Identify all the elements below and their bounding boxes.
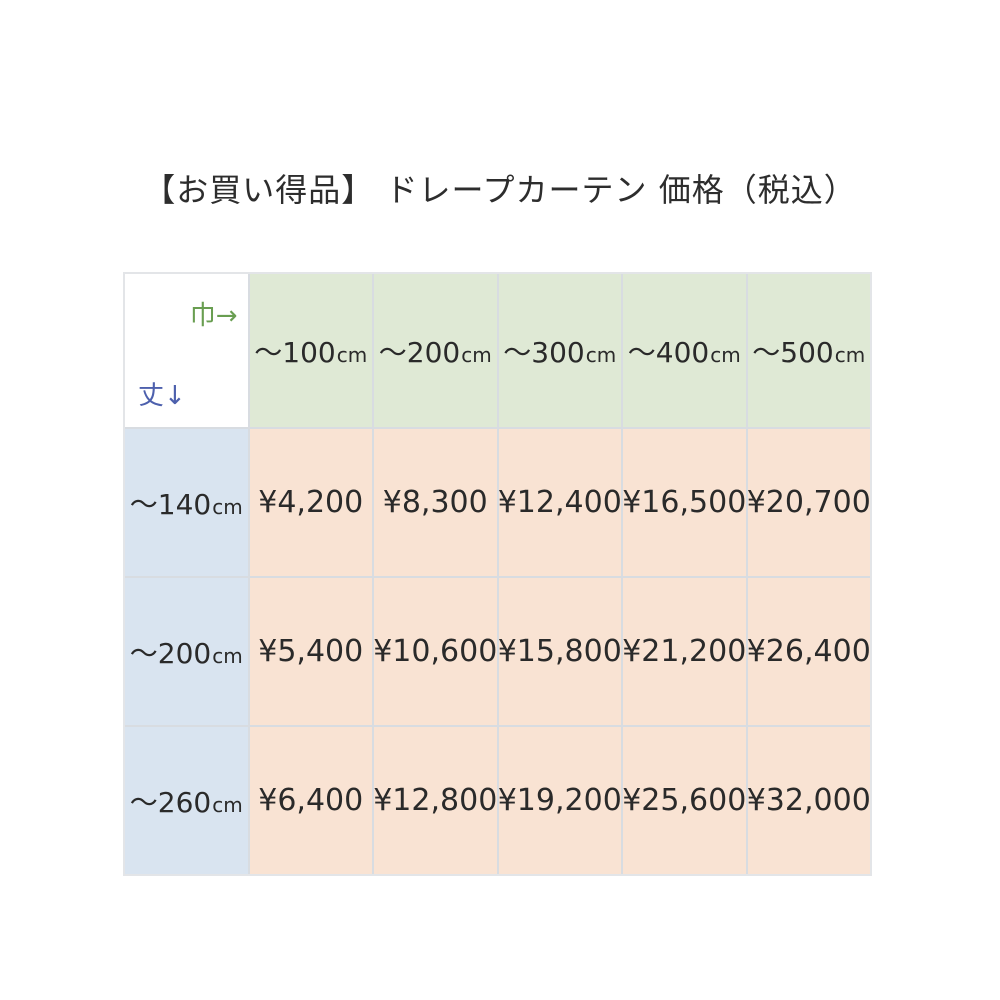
col-header-range: ～200 [378, 335, 461, 369]
row-header-label: ～200 cm [130, 632, 243, 672]
col-header-unit: cm [710, 342, 741, 367]
col-header-range: ～300 [503, 335, 585, 369]
row-header-label: ～260 cm [130, 781, 243, 821]
price-cell-260-400: ¥25,600 [623, 727, 746, 874]
row-header-range: ～200 [129, 636, 212, 670]
price-cell-260-200: ¥12,800 [374, 727, 497, 874]
col-header-400cm: ～400 cm [623, 274, 746, 427]
row-header-200cm: ～200 cm [125, 578, 248, 725]
col-header-unit: cm [336, 342, 368, 367]
col-header-label: ～500 cm [752, 331, 865, 371]
price-cell-140-400: ¥16,500 [623, 429, 746, 576]
price-cell-260-300: ¥19,200 [498, 727, 621, 874]
price-cell-140-200: ¥8,300 [374, 429, 497, 576]
row-header-140cm: ～140 cm [125, 429, 248, 576]
col-header-label: ～200 cm [379, 331, 492, 371]
col-header-range: ～500 [752, 335, 834, 369]
price-table: 巾→ 丈↓ ～100 cm ～200 cm ～300 cm ～400 cm ～500 cm… [123, 272, 872, 876]
col-header-range: ～100 [254, 335, 336, 369]
col-header-200cm: ～200 cm [374, 274, 497, 427]
row-header-label: ～140 cm [130, 483, 243, 523]
row-header-unit: cm [212, 643, 243, 668]
col-header-range: ～400 [627, 335, 710, 369]
row-header-range: ～260 [129, 785, 212, 819]
width-axis-label: 巾→ [189, 301, 238, 331]
page-title: 【お買い得品】 ドレープカーテン 価格（税込） [143, 171, 857, 209]
price-cell-200-100: ¥5,400 [249, 578, 372, 725]
col-header-unit: cm [585, 342, 617, 367]
col-header-label: ～300 cm [503, 331, 616, 371]
row-header-unit: cm [212, 494, 243, 519]
price-cell-260-100: ¥6,400 [249, 727, 372, 874]
col-header-unit: cm [461, 342, 492, 367]
col-header-label: ～100 cm [254, 331, 367, 371]
corner-cell: 巾→ 丈↓ [125, 274, 248, 427]
col-header-300cm: ～300 cm [498, 274, 621, 427]
row-header-260cm: ～260 cm [125, 727, 248, 874]
height-axis-label: 丈↓ [138, 381, 186, 411]
price-cell-200-200: ¥10,600 [374, 578, 497, 725]
col-header-100cm: ～100 cm [249, 274, 372, 427]
row-header-range: ～140 [129, 487, 212, 521]
price-cell-200-300: ¥15,800 [498, 578, 621, 725]
price-cell-140-300: ¥12,400 [498, 429, 621, 576]
price-cell-140-500: ¥20,700 [747, 429, 870, 576]
price-cell-140-100: ¥4,200 [249, 429, 372, 576]
row-header-unit: cm [212, 792, 243, 817]
col-header-unit: cm [834, 342, 866, 367]
price-cell-260-500: ¥32,000 [747, 727, 870, 874]
col-header-label: ～400 cm [628, 331, 741, 371]
price-cell-200-400: ¥21,200 [623, 578, 746, 725]
col-header-500cm: ～500 cm [747, 274, 870, 427]
price-cell-200-500: ¥26,400 [747, 578, 870, 725]
